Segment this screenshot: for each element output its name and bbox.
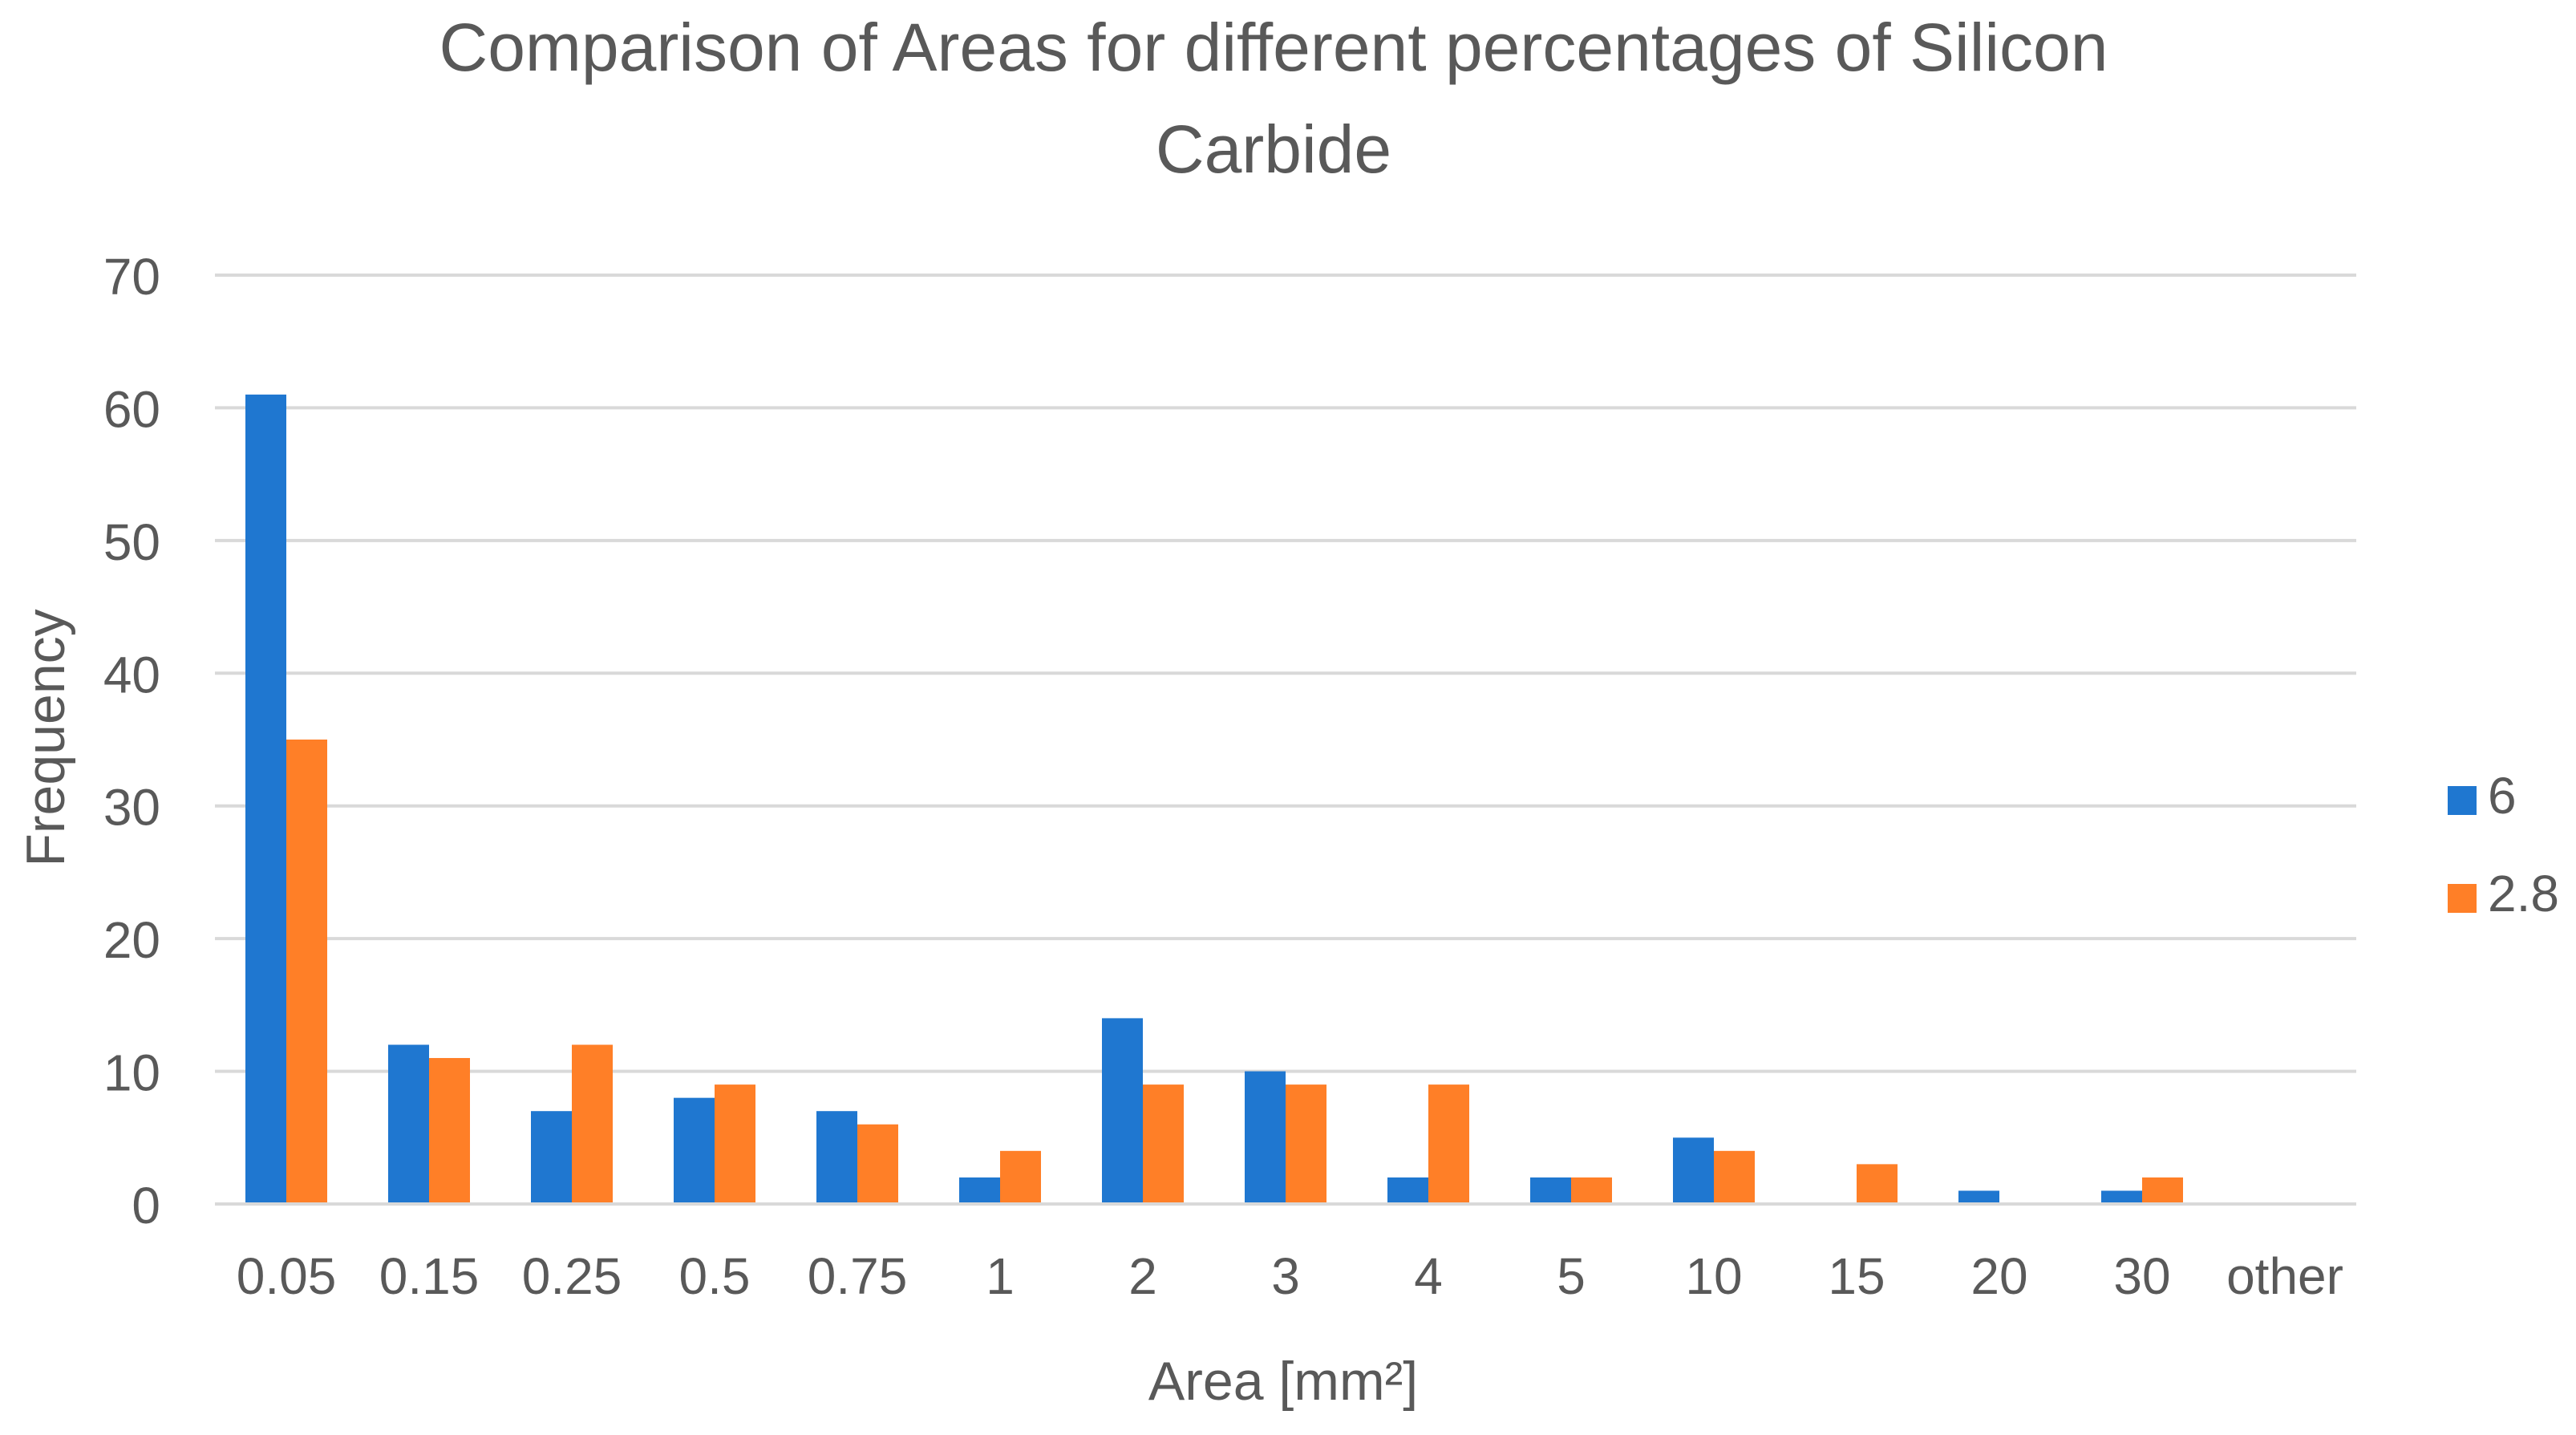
y-tick-label: 20 <box>103 911 160 969</box>
bar-series-0 <box>531 1111 572 1204</box>
y-tick-label: 40 <box>103 646 160 703</box>
gridlines <box>215 274 2356 1073</box>
x-tick-label: 0.05 <box>237 1247 337 1305</box>
bar-series-1 <box>1571 1177 1612 1204</box>
x-axis-ticks: 0.05 0.15 0.25 0.5 0.75 1 2 3 4 5 10 15 20 30 other <box>237 1247 2343 1305</box>
x-tick-label: 0.15 <box>379 1247 480 1305</box>
x-tick-label: 1 <box>986 1247 1015 1305</box>
x-tick-label: 0.5 <box>679 1247 751 1305</box>
bar-series-0 <box>1958 1190 1999 1204</box>
x-tick-label: 0.75 <box>808 1247 908 1305</box>
y-tick-label: 10 <box>103 1044 160 1102</box>
legend-label: 2.8 <box>2488 865 2559 922</box>
bar-series-1 <box>429 1058 470 1204</box>
bar-series-0 <box>959 1177 1000 1204</box>
y-tick-label: 30 <box>103 779 160 837</box>
legend-swatch <box>2448 884 2477 913</box>
bar-series-0 <box>1102 1018 1143 1204</box>
bar-series-0 <box>1530 1177 1571 1204</box>
x-tick-label: 30 <box>2113 1247 2170 1305</box>
x-tick-label: 4 <box>1414 1247 1443 1305</box>
bar-series-0 <box>1673 1137 1714 1204</box>
bar-series-1 <box>1143 1084 1184 1204</box>
bar-series-0 <box>1245 1071 1286 1204</box>
x-axis-label: Area [mm²] <box>1148 1351 1418 1412</box>
y-tick-label: 60 <box>103 380 160 438</box>
x-tick-label: 15 <box>1828 1247 1885 1305</box>
x-tick-label: 3 <box>1271 1247 1300 1305</box>
x-tick-label: 10 <box>1685 1247 1742 1305</box>
y-tick-label: 0 <box>132 1177 160 1234</box>
bar-series-1 <box>857 1124 898 1204</box>
bars <box>245 394 2183 1204</box>
bar-series-1 <box>1000 1150 1041 1204</box>
y-tick-label: 70 <box>103 248 160 306</box>
bar-series-0 <box>245 394 286 1204</box>
bar-series-1 <box>2142 1177 2183 1204</box>
legend: 62.8 <box>2448 767 2559 922</box>
legend-swatch <box>2448 786 2477 815</box>
y-axis-label: Frequency <box>15 609 76 866</box>
legend-label: 6 <box>2488 767 2517 825</box>
bar-series-0 <box>2101 1190 2142 1204</box>
bar-series-1 <box>1857 1164 1898 1204</box>
bar-series-0 <box>388 1044 429 1204</box>
y-tick-label: 50 <box>103 513 160 571</box>
bar-series-1 <box>1286 1084 1326 1204</box>
bar-series-1 <box>715 1084 755 1204</box>
x-tick-label: 5 <box>1557 1247 1586 1305</box>
bar-series-1 <box>572 1044 613 1204</box>
bar-series-1 <box>1714 1150 1755 1204</box>
bar-series-1 <box>286 740 327 1204</box>
bar-series-0 <box>816 1111 857 1204</box>
x-tick-label: other <box>2226 1247 2343 1305</box>
x-tick-label: 2 <box>1128 1247 1157 1305</box>
bar-series-1 <box>1428 1084 1469 1204</box>
bar-series-0 <box>1387 1177 1428 1204</box>
bar-series-0 <box>674 1097 715 1204</box>
y-axis-ticks: 0 10 20 30 40 50 60 70 <box>103 248 160 1234</box>
chart-title-line-1: Comparison of Areas for different percen… <box>439 10 2108 85</box>
x-tick-label: 0.25 <box>522 1247 622 1305</box>
x-tick-label: 20 <box>1970 1247 2027 1305</box>
chart-title-line-2: Carbide <box>1156 111 1391 187</box>
